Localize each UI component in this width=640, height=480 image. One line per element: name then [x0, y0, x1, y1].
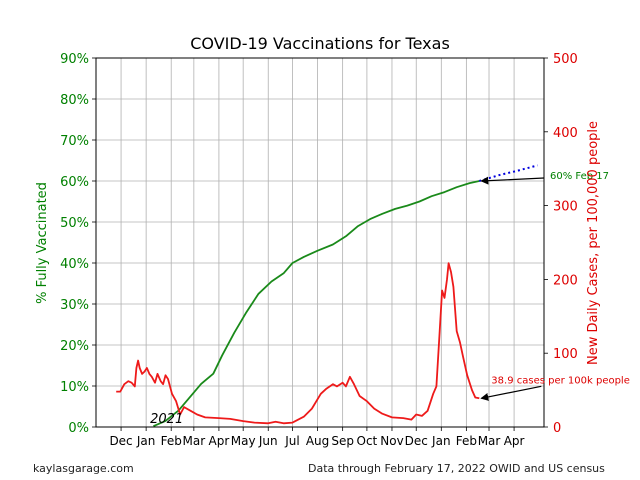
x-tick-label: Aug — [306, 434, 329, 448]
x-tick-label: Apr — [504, 434, 525, 448]
series-layer — [116, 164, 538, 428]
y-tick-label-left: 30% — [60, 298, 89, 313]
x-tick-label: Oct — [357, 434, 378, 448]
x-tick-label: Feb — [456, 434, 477, 448]
x-tick-label: Dec — [109, 434, 132, 448]
y-tick-label-right: 500 — [553, 52, 578, 67]
y-axis-label-right: New Daily Cases, per 100,000 people — [586, 121, 601, 365]
chart-title: COVID-19 Vaccinations for Texas — [190, 34, 450, 53]
x-tick-label: Jan — [136, 434, 156, 448]
annotations: 60% Feb 17 38.9 cases per 100k people — [480, 171, 630, 401]
x-tick-label: Sep — [331, 434, 354, 448]
y-tick-label-right: 100 — [553, 347, 578, 362]
year-label: 2021 — [150, 412, 183, 427]
vaccinated-annotation: 60% Feb 17 — [550, 171, 609, 182]
y-tick-label-right: 0 — [553, 421, 561, 436]
x-tick-label: Mar — [478, 434, 501, 448]
projection-line — [479, 164, 538, 182]
y-tick-label-left: 70% — [60, 134, 89, 149]
x-tick-label: Nov — [380, 434, 403, 448]
y-tick-label-left: 10% — [60, 380, 89, 395]
x-tick-label: Dec — [405, 434, 428, 448]
cases-line — [116, 262, 480, 425]
vaccinated-arrow — [480, 176, 545, 185]
y-tick-label-left: 20% — [60, 339, 89, 354]
vaccinated-line — [153, 180, 480, 428]
footer-data-note: Data through February 17, 2022 OWID and … — [308, 462, 605, 475]
plot-frame — [95, 57, 545, 428]
y-tick-label-left: 0% — [68, 421, 89, 436]
ticks: Dec Jan Feb Mar Apr May Jun Jul Aug Sep Oct Nov Dec J… — [60, 52, 578, 448]
x-tick-label: Mar — [183, 434, 206, 448]
footer-source-site: kaylasgarage.com — [33, 462, 134, 475]
cases-annotation: 38.9 cases per 100k people — [491, 375, 630, 386]
y-tick-label-right: 400 — [553, 126, 578, 141]
y-tick-label-left: 60% — [60, 175, 89, 190]
x-tick-label: May — [231, 434, 256, 448]
y-tick-label-left: 50% — [60, 216, 89, 231]
x-tick-label: Jun — [258, 434, 278, 448]
x-tick-label: Apr — [209, 434, 230, 448]
y-axis-label-left: % Fully Vaccinated — [35, 182, 50, 304]
cases-arrow — [480, 385, 542, 401]
y-tick-label-right: 300 — [553, 200, 578, 215]
y-tick-label-left: 80% — [60, 93, 89, 108]
y-tick-label-left: 40% — [60, 257, 89, 272]
x-tick-label: Jul — [284, 434, 299, 448]
x-tick-label: Jan — [431, 434, 451, 448]
grid — [96, 57, 544, 428]
x-tick-label: Feb — [161, 434, 182, 448]
y-tick-label-left: 90% — [60, 52, 89, 67]
y-tick-label-right: 200 — [553, 273, 578, 288]
